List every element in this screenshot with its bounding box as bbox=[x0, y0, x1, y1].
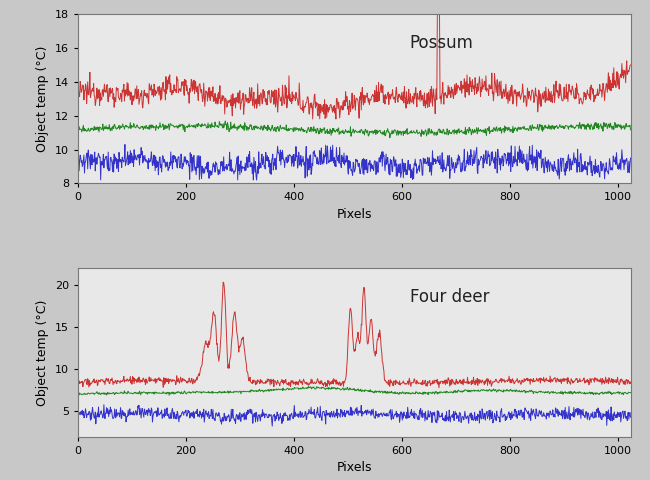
Y-axis label: Object temp (°C): Object temp (°C) bbox=[36, 46, 49, 152]
Text: Possum: Possum bbox=[410, 34, 473, 52]
Y-axis label: Object temp (°C): Object temp (°C) bbox=[36, 299, 49, 406]
Text: Four deer: Four deer bbox=[410, 288, 489, 306]
X-axis label: Pixels: Pixels bbox=[337, 208, 372, 221]
X-axis label: Pixels: Pixels bbox=[337, 461, 372, 474]
